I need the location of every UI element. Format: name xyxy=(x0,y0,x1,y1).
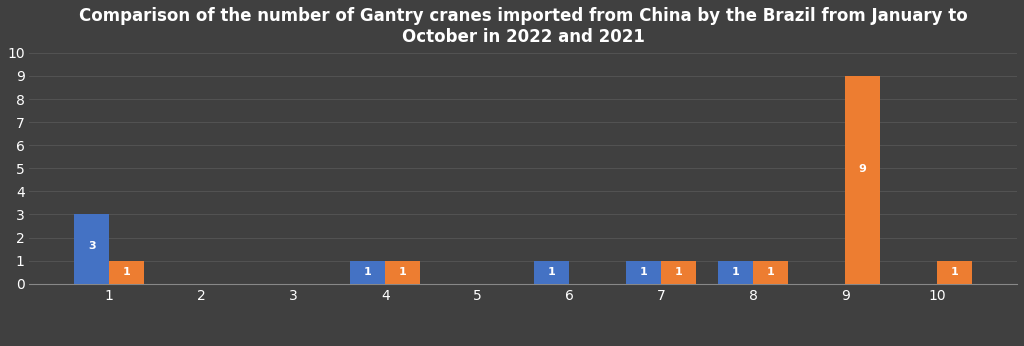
Text: 1: 1 xyxy=(548,267,556,277)
Title: Comparison of the number of Gantry cranes imported from China by the Brazil from: Comparison of the number of Gantry crane… xyxy=(79,7,968,46)
Bar xyxy=(754,261,788,284)
Legend: 2021, 2022: 2021, 2022 xyxy=(469,342,578,346)
Text: 1: 1 xyxy=(123,267,131,277)
Bar xyxy=(718,261,754,284)
Bar xyxy=(350,261,385,284)
Text: 1: 1 xyxy=(732,267,739,277)
Bar xyxy=(662,261,696,284)
Bar xyxy=(535,261,569,284)
Bar xyxy=(627,261,662,284)
Bar xyxy=(937,261,972,284)
Text: 1: 1 xyxy=(767,267,774,277)
Text: 1: 1 xyxy=(675,267,683,277)
Bar xyxy=(110,261,144,284)
Text: 1: 1 xyxy=(951,267,958,277)
Bar xyxy=(75,215,110,284)
Text: 9: 9 xyxy=(859,164,866,174)
Text: 3: 3 xyxy=(88,240,95,251)
Bar xyxy=(845,76,881,284)
Bar xyxy=(385,261,420,284)
Text: 1: 1 xyxy=(364,267,372,277)
Text: 1: 1 xyxy=(399,267,407,277)
Text: 1: 1 xyxy=(640,267,647,277)
